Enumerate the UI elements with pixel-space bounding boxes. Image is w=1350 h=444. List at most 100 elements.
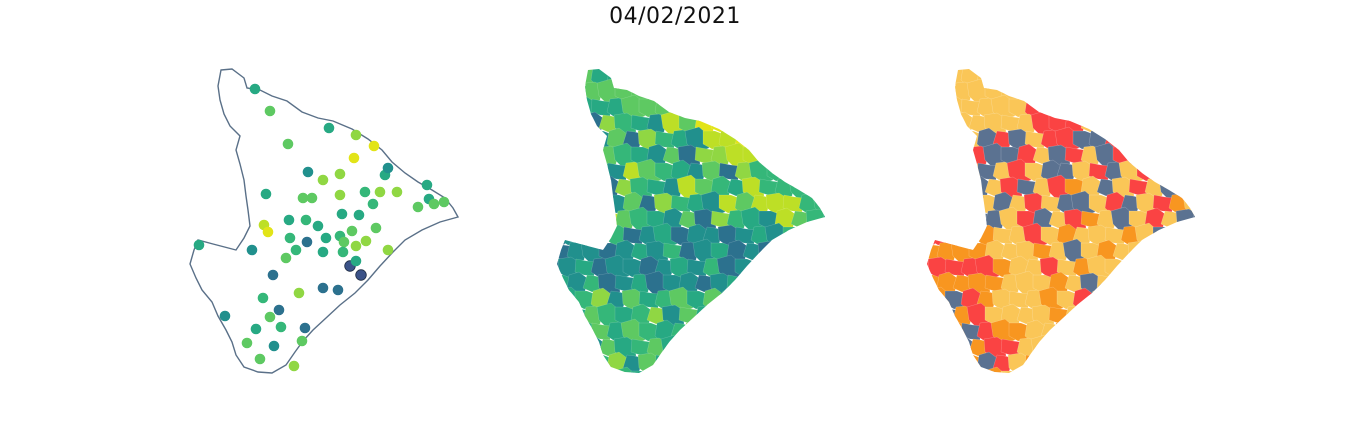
p2-municipality [564,174,590,202]
p2-municipality [654,69,676,87]
p3-municipality [1143,80,1167,104]
station-point [359,186,371,198]
p2-municipality [814,130,825,150]
p2-municipality [545,256,547,280]
station-point [421,179,433,191]
p3-municipality [1128,367,1150,373]
p3-municipality [1128,143,1150,169]
p3-municipality [1136,319,1158,345]
p3-municipality [1143,304,1167,328]
p3-municipality [1064,81,1086,103]
p2-municipality [686,69,708,86]
p3-municipality [1184,287,1195,313]
p3-municipality [927,354,934,373]
p3-municipality [942,350,968,373]
station-point [350,129,362,141]
p2-municipality [718,290,740,309]
p2-municipality [708,302,734,330]
p2-municipality [750,290,772,309]
p3-municipality [936,114,958,134]
p3-municipality [1048,69,1070,73]
p2-municipality [557,354,564,373]
station-point [382,244,394,256]
p2-municipality [685,96,709,120]
station-point [282,138,294,150]
station-point [288,360,300,372]
p2-municipality [590,226,612,245]
station-point [300,214,312,226]
p3-municipality [967,69,991,72]
p3-municipality [928,353,950,373]
p2-municipality [758,306,780,325]
p2-municipality [724,366,750,373]
p2-municipality [806,305,825,327]
p2-municipality [757,240,781,264]
p3-municipality [1176,111,1195,137]
p2-municipality [670,98,692,117]
p3-municipality [928,159,950,185]
p3-municipality [927,207,942,233]
p2-municipality [702,69,724,89]
p2-municipality [662,370,684,373]
p2-municipality [758,367,780,373]
p3-municipality [1160,114,1182,134]
p2-municipality [798,223,820,249]
p3-municipality [915,67,917,84]
p3-municipality [1192,210,1195,229]
p2-municipality [780,286,806,314]
p2-municipality [806,111,825,137]
station-point [264,105,276,117]
p3-municipality [1088,69,1110,85]
p3-municipality [1176,81,1195,103]
p2-municipality [732,94,758,122]
p2-municipality [790,271,812,297]
p3-municipality [1078,302,1104,330]
p3-municipality [936,338,958,358]
p2-municipality [545,241,556,263]
p3-municipality [976,351,998,373]
p2-municipality [726,82,748,102]
p2-municipality [742,79,764,105]
station-point [346,225,358,237]
p2-municipality [756,270,782,298]
p3-municipality [1032,370,1054,373]
station-point [337,246,349,258]
p3-municipality [927,69,928,74]
p2-municipality [813,160,825,184]
p3-municipality [960,226,982,245]
p2-municipality [766,289,788,311]
p2-municipality [670,353,692,373]
p2-municipality [702,287,724,313]
station-point [338,236,350,248]
p3-municipality [1190,302,1195,330]
p3-municipality [1176,370,1195,373]
p2-municipality [798,290,820,310]
p2-municipality [710,114,732,133]
p2-municipality [581,208,605,232]
p3-municipality [1088,321,1110,343]
p3-municipality [927,319,934,345]
station-point [296,335,308,347]
p3-municipality [1128,306,1150,325]
p3-municipality [936,69,958,73]
p3-municipality [1119,352,1143,373]
p2-municipality [566,69,588,73]
p2-municipality [557,110,574,138]
p3-municipality [934,174,960,202]
p2-municipality [558,322,580,341]
p2-municipality [646,82,668,101]
p3-municipality [1056,69,1078,86]
p3-municipality [1104,354,1126,373]
p3-municipality [915,338,925,358]
p3-municipality [915,114,925,134]
station-point [391,186,403,198]
p3-municipality [1103,288,1127,312]
p3-municipality [1152,353,1174,373]
p3-municipality [1176,274,1195,293]
p3-municipality [944,193,966,215]
p2-municipality [725,336,749,360]
p2-municipality [566,306,588,325]
p2-municipality [557,130,564,149]
p2-municipality [702,354,724,373]
p2-municipality [806,178,825,198]
